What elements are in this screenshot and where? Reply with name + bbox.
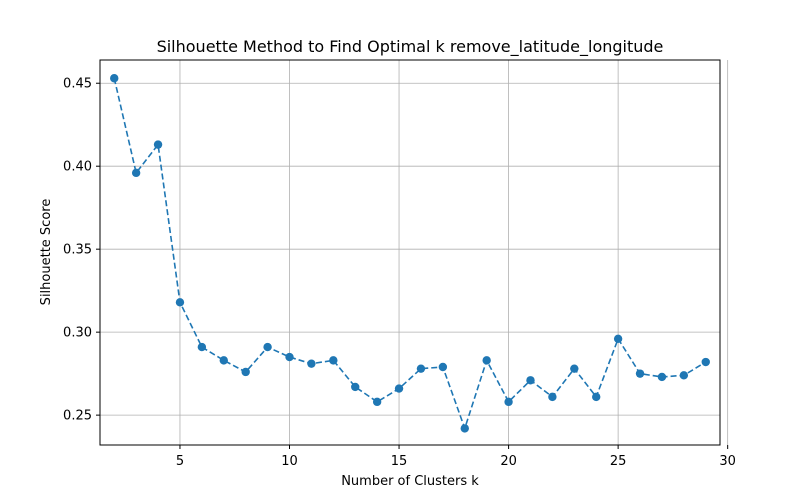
data-point bbox=[110, 74, 119, 83]
data-point bbox=[526, 376, 535, 385]
data-point bbox=[329, 356, 338, 365]
series-layer bbox=[110, 74, 710, 433]
data-point bbox=[416, 364, 426, 373]
x-tick-label: 15 bbox=[391, 454, 408, 469]
x-tick-label: 10 bbox=[281, 454, 298, 469]
x-axis-label: Number of Clusters k bbox=[341, 474, 479, 489]
data-point bbox=[460, 424, 469, 433]
y-tick-label: 0.25 bbox=[63, 409, 92, 424]
grid-layer bbox=[100, 60, 729, 445]
data-point bbox=[635, 369, 645, 378]
data-point bbox=[570, 364, 579, 373]
y-tick-label: 0.45 bbox=[63, 77, 92, 92]
ticks-layer: 5 10 15 20 25 30 0.25 0.30 0.35 0.40 0.45 bbox=[63, 77, 736, 469]
data-point bbox=[701, 357, 710, 367]
data-point bbox=[241, 367, 250, 377]
data-point bbox=[219, 356, 228, 365]
data-point bbox=[153, 140, 163, 149]
data-point bbox=[613, 334, 623, 343]
data-point bbox=[438, 362, 448, 372]
data-point bbox=[504, 397, 513, 407]
data-point bbox=[548, 392, 557, 402]
data-point bbox=[175, 298, 185, 307]
y-tick-label: 0.40 bbox=[63, 160, 92, 175]
y-tick-label: 0.30 bbox=[63, 326, 92, 341]
plot-frame bbox=[99, 59, 721, 446]
x-tick-label: 5 bbox=[176, 454, 184, 469]
x-tick-label: 25 bbox=[610, 454, 627, 469]
data-point bbox=[679, 371, 689, 380]
y-axis-label: Silhouette Score bbox=[39, 199, 54, 306]
data-point bbox=[131, 168, 141, 178]
x-tick-label: 20 bbox=[500, 454, 517, 469]
data-point bbox=[351, 382, 360, 392]
data-point bbox=[482, 356, 491, 365]
series-line bbox=[113, 78, 707, 431]
data-point bbox=[394, 384, 404, 393]
data-point bbox=[657, 372, 667, 382]
data-point bbox=[307, 359, 316, 368]
data-point bbox=[197, 342, 207, 352]
x-tick-label: 30 bbox=[719, 454, 736, 469]
y-tick-label: 0.35 bbox=[63, 243, 92, 258]
data-point bbox=[263, 342, 272, 352]
data-point bbox=[285, 352, 294, 362]
data-point bbox=[372, 397, 382, 407]
chart-title: Silhouette Method to Find Optimal k remo… bbox=[157, 37, 664, 57]
data-point bbox=[592, 392, 601, 402]
